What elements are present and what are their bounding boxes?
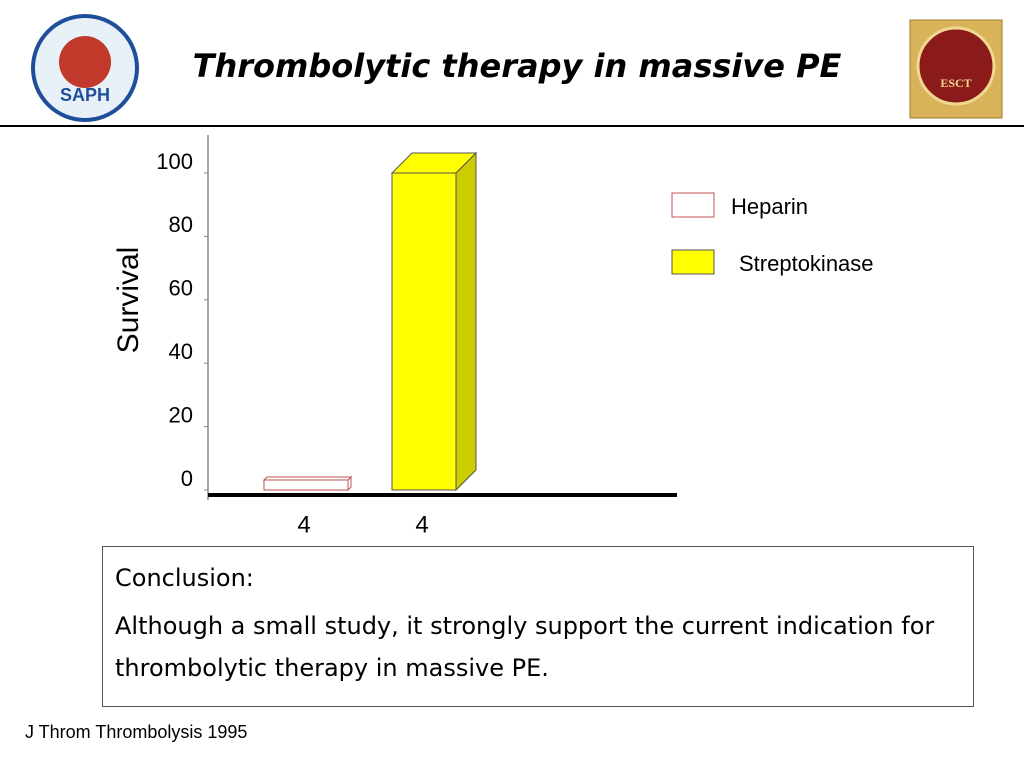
right-logo-text: ESCT — [940, 76, 971, 90]
x-tick-label: 4 — [415, 511, 428, 538]
right-logo-seal — [916, 26, 996, 106]
y-tick-label: 40 — [169, 339, 193, 364]
legend-label: Streptokinase — [739, 251, 874, 276]
bar — [390, 151, 478, 492]
legend-swatch — [671, 249, 715, 275]
slide-title: Thrombolytic therapy in massive PE — [193, 47, 842, 85]
conclusion-text: Although a small study, it strongly supp… — [115, 612, 935, 682]
y-tick-label: 60 — [169, 276, 193, 301]
x-tick-label: 4 — [297, 511, 310, 538]
y-tick-label: 100 — [156, 149, 193, 174]
y-axis-label: Survival — [112, 247, 145, 354]
conclusion-box: Conclusion: Although a small study, it s… — [102, 546, 974, 707]
bar — [262, 475, 353, 492]
left-logo-heart — [59, 36, 111, 88]
left-logo-text: SAPH — [60, 85, 110, 105]
y-tick-label: 80 — [169, 212, 193, 237]
legend-swatch — [671, 192, 715, 218]
conclusion-heading: Conclusion: — [115, 564, 254, 592]
y-tick-label: 0 — [181, 466, 193, 491]
y-tick-label: 20 — [169, 402, 193, 427]
legend-label: Heparin — [731, 194, 808, 219]
bar-front — [391, 172, 457, 491]
bar-front — [263, 479, 349, 491]
bar-side — [455, 151, 477, 492]
citation: J Throm Thrombolysis 1995 — [25, 722, 248, 742]
